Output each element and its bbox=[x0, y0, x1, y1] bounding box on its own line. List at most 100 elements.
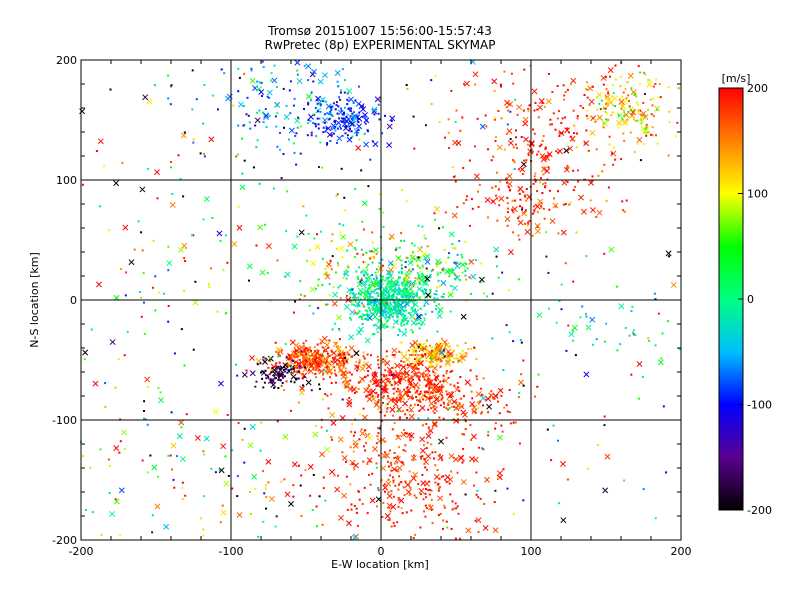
scatter-point bbox=[373, 282, 376, 284]
scatter-point bbox=[442, 401, 445, 404]
scatter-point bbox=[626, 81, 629, 84]
scatter-point bbox=[630, 310, 633, 313]
scatter-point bbox=[639, 159, 642, 162]
scatter-point bbox=[611, 104, 614, 107]
scatter-point bbox=[435, 388, 438, 391]
scatter-cross bbox=[369, 304, 376, 311]
scatter-point bbox=[605, 322, 608, 325]
scatter-point bbox=[347, 107, 350, 110]
scatter-point bbox=[307, 232, 310, 235]
scatter-point bbox=[392, 414, 395, 417]
scatter-cross bbox=[410, 454, 417, 461]
scatter-point bbox=[104, 382, 107, 385]
scatter-point bbox=[218, 469, 221, 472]
scatter-point bbox=[299, 125, 302, 128]
scatter-cross bbox=[522, 120, 529, 127]
scatter-point bbox=[514, 199, 516, 202]
scatter-point bbox=[339, 284, 342, 287]
scatter-point bbox=[616, 285, 619, 288]
scatter-point bbox=[367, 263, 370, 266]
scatter-point bbox=[341, 363, 344, 366]
scatter-cross bbox=[338, 514, 344, 521]
scatter-cross bbox=[528, 140, 535, 146]
scatter-point bbox=[491, 186, 494, 189]
scatter-point bbox=[400, 232, 403, 235]
scatter-point bbox=[542, 182, 544, 185]
scatter-point bbox=[339, 357, 342, 360]
scatter-point bbox=[406, 322, 409, 325]
scatter-point bbox=[395, 259, 398, 262]
scatter-point bbox=[147, 471, 150, 474]
scatter-cross bbox=[437, 454, 444, 461]
scatter-point bbox=[392, 326, 395, 329]
scatter-cross bbox=[324, 446, 331, 453]
scatter-point bbox=[411, 365, 414, 368]
scatter-point bbox=[388, 291, 390, 294]
scatter-point bbox=[375, 297, 378, 300]
scatter-point bbox=[265, 377, 268, 380]
x-tick-label: 200 bbox=[671, 545, 692, 558]
scatter-point bbox=[263, 492, 266, 495]
scatter-cross bbox=[330, 420, 337, 426]
scatter-point bbox=[118, 451, 121, 454]
scatter-point bbox=[143, 301, 145, 304]
scatter-cross bbox=[348, 96, 354, 103]
colorbar-tick-label: -200 bbox=[747, 504, 772, 517]
scatter-point bbox=[509, 110, 512, 113]
scatter-point bbox=[296, 235, 299, 238]
scatter-cross bbox=[508, 249, 514, 256]
scatter-point bbox=[277, 355, 280, 358]
scatter-point bbox=[510, 72, 513, 75]
scatter-point bbox=[361, 105, 364, 107]
scatter-point bbox=[572, 139, 575, 142]
scatter-point bbox=[430, 346, 433, 349]
scatter-point bbox=[479, 400, 482, 403]
scatter-point bbox=[264, 369, 267, 372]
scatter-point bbox=[403, 280, 406, 283]
scatter-point bbox=[512, 146, 515, 149]
scatter-point bbox=[262, 121, 265, 124]
scatter-point bbox=[386, 460, 389, 463]
scatter-point bbox=[568, 203, 571, 206]
scatter-point bbox=[652, 85, 655, 88]
scatter-point bbox=[552, 424, 555, 427]
scatter-point bbox=[312, 122, 315, 125]
scatter-point bbox=[353, 504, 356, 507]
scatter-cross bbox=[443, 342, 450, 349]
scatter-point bbox=[543, 217, 546, 220]
scatter-cross bbox=[418, 360, 425, 367]
scatter-point bbox=[437, 514, 440, 517]
scatter-point bbox=[440, 389, 443, 391]
scatter-point bbox=[652, 115, 655, 117]
scatter-point bbox=[364, 122, 367, 125]
scatter-point bbox=[503, 70, 506, 73]
scatter-point bbox=[563, 98, 566, 101]
scatter-point bbox=[373, 257, 376, 260]
scatter-point bbox=[405, 417, 408, 419]
scatter-point bbox=[245, 369, 248, 372]
scatter-point bbox=[320, 342, 323, 345]
scatter-point bbox=[514, 98, 517, 101]
scatter-point bbox=[438, 227, 441, 230]
scatter-point bbox=[392, 495, 395, 498]
scatter-point bbox=[356, 391, 359, 394]
scatter-cross bbox=[282, 433, 289, 440]
scatter-point bbox=[603, 424, 606, 427]
scatter-point bbox=[345, 361, 348, 364]
scatter-point bbox=[403, 429, 405, 431]
scatter-point bbox=[363, 260, 366, 263]
scatter-point bbox=[566, 478, 569, 481]
scatter-point bbox=[372, 312, 375, 315]
scatter-point bbox=[385, 374, 388, 377]
scatter-cross bbox=[298, 389, 305, 396]
scatter-cross bbox=[372, 141, 379, 148]
scatter-point bbox=[221, 504, 224, 507]
scatter-point bbox=[173, 352, 176, 355]
scatter-point bbox=[447, 403, 450, 406]
scatter-point bbox=[469, 424, 472, 427]
scatter-point bbox=[519, 339, 522, 341]
scatter-point bbox=[307, 349, 310, 352]
scatter-point bbox=[384, 287, 387, 290]
scatter-cross bbox=[537, 198, 544, 205]
scatter-cross bbox=[381, 385, 388, 391]
